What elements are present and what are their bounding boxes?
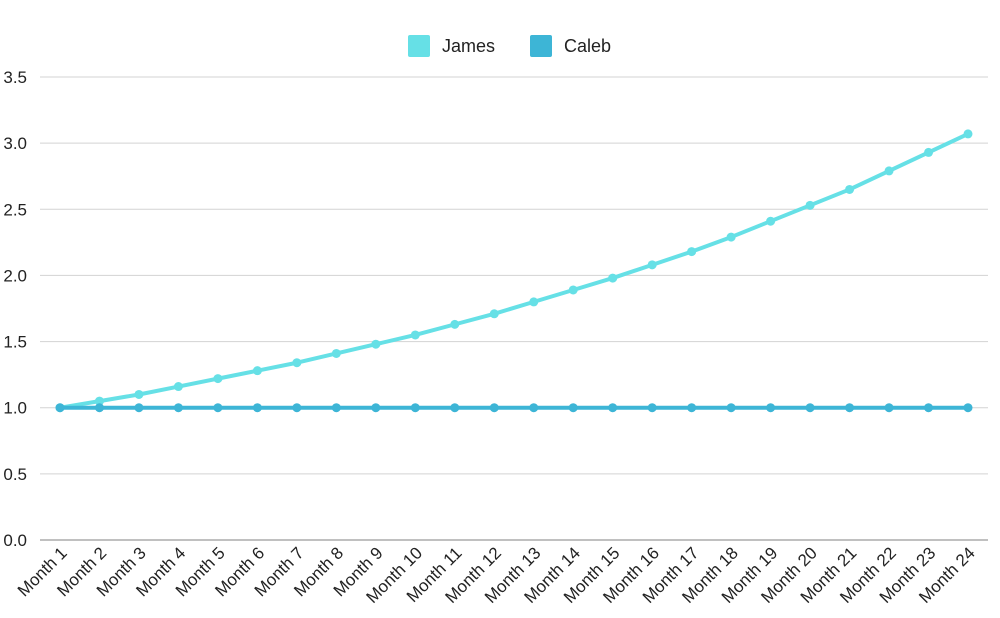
data-point-james xyxy=(647,260,657,270)
legend: James Caleb xyxy=(408,35,611,57)
data-point-james xyxy=(529,297,539,307)
data-point-caleb xyxy=(568,403,578,413)
data-point-james xyxy=(845,184,855,194)
data-point-caleb xyxy=(410,403,420,413)
data-point-james xyxy=(213,374,223,384)
legend-label: James xyxy=(442,36,495,56)
data-point-caleb xyxy=(608,403,618,413)
data-point-caleb xyxy=(963,403,973,413)
data-point-caleb xyxy=(94,403,104,413)
data-point-james xyxy=(608,273,618,283)
data-point-caleb xyxy=(924,403,934,413)
data-point-james xyxy=(292,358,302,368)
data-point-james xyxy=(766,216,776,226)
data-point-caleb xyxy=(766,403,776,413)
y-axis-ticks: 0.0 0.5 1.0 1.5 2.0 2.5 3.0 3.5 xyxy=(3,68,27,550)
series-layer xyxy=(55,129,973,413)
data-point-caleb xyxy=(884,403,894,413)
data-point-james xyxy=(450,319,460,329)
data-point-james xyxy=(924,147,934,157)
data-point-caleb xyxy=(371,403,381,413)
y-tick-label: 2.0 xyxy=(3,266,27,285)
legend-item-james: James xyxy=(408,35,495,57)
data-point-james xyxy=(371,339,381,349)
data-point-caleb xyxy=(489,403,499,413)
data-point-caleb xyxy=(805,403,815,413)
y-tick-label: 0.0 xyxy=(3,531,27,550)
data-point-caleb xyxy=(134,403,144,413)
y-tick-label: 1.0 xyxy=(3,399,27,418)
data-point-caleb xyxy=(647,403,657,413)
data-point-james xyxy=(884,166,894,176)
data-point-james xyxy=(805,200,815,210)
y-tick-label: 3.5 xyxy=(3,68,27,87)
data-point-caleb xyxy=(292,403,302,413)
legend-swatch xyxy=(530,35,552,57)
y-tick-label: 3.0 xyxy=(3,134,27,153)
data-point-james xyxy=(94,396,104,406)
data-point-james xyxy=(134,389,144,399)
legend-swatch xyxy=(408,35,430,57)
series-caleb xyxy=(55,403,973,413)
data-point-caleb xyxy=(331,403,341,413)
series-james xyxy=(55,129,973,413)
data-point-caleb xyxy=(173,403,183,413)
y-tick-label: 1.5 xyxy=(3,333,27,352)
data-point-caleb xyxy=(726,403,736,413)
legend-label: Caleb xyxy=(564,36,611,56)
data-point-james xyxy=(173,382,183,392)
series-line-james xyxy=(58,131,970,410)
legend-item-caleb: Caleb xyxy=(530,35,611,57)
y-tick-label: 0.5 xyxy=(3,465,27,484)
data-point-james xyxy=(687,247,697,257)
data-point-james xyxy=(252,366,262,376)
data-point-james xyxy=(568,285,578,295)
y-tick-label: 2.5 xyxy=(3,200,27,219)
data-point-james xyxy=(331,348,341,358)
data-point-caleb xyxy=(845,403,855,413)
data-point-caleb xyxy=(450,403,460,413)
data-point-james xyxy=(489,309,499,319)
data-point-james xyxy=(410,330,420,340)
data-point-caleb xyxy=(687,403,697,413)
data-point-caleb xyxy=(55,403,65,413)
data-point-james xyxy=(726,232,736,242)
data-point-caleb xyxy=(213,403,223,413)
data-point-caleb xyxy=(252,403,262,413)
data-point-james xyxy=(963,129,973,139)
data-point-caleb xyxy=(529,403,539,413)
